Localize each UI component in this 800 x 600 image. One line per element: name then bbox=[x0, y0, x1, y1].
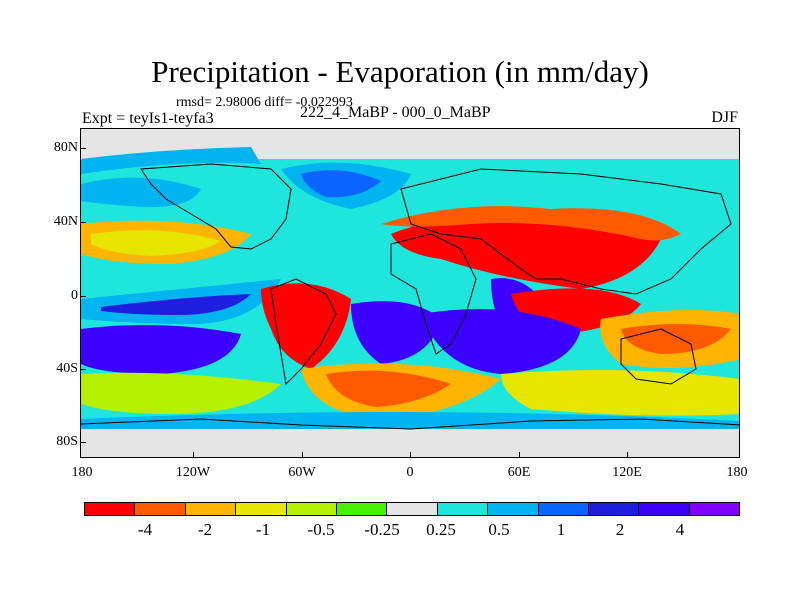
arctic-ocean-wet bbox=[81, 147, 261, 174]
south-indian-band bbox=[501, 370, 739, 416]
colorbar-swatch bbox=[135, 503, 186, 515]
plot-title: Precipitation - Evaporation (in mm/day) bbox=[151, 54, 649, 89]
colorbar-swatch bbox=[689, 503, 740, 515]
coastline-north-america bbox=[140, 163, 292, 250]
axis-tick-mark bbox=[193, 452, 194, 458]
colorbar-swatch bbox=[387, 503, 438, 515]
lat-tick-label: 80N bbox=[53, 140, 78, 155]
colorbar-tick-label: -2 bbox=[197, 520, 213, 539]
colorbar-tick-label: -1 bbox=[255, 520, 271, 539]
lon-tick-label: 120E bbox=[612, 465, 642, 480]
colorbar-swatch bbox=[639, 503, 690, 515]
colorbar bbox=[84, 502, 740, 516]
coastline-africa bbox=[390, 233, 477, 355]
colorbar-swatch bbox=[588, 503, 640, 515]
map-panel bbox=[80, 128, 740, 458]
axis-tick-mark bbox=[519, 452, 520, 458]
precipitation-evaporation-map bbox=[81, 129, 739, 457]
south-america-dry bbox=[261, 283, 351, 369]
lon-tick-label: 0 bbox=[406, 465, 414, 480]
axis-tick-mark bbox=[80, 442, 86, 443]
lon-tick-label: 120W bbox=[175, 465, 211, 480]
eurasia-dry-margin bbox=[381, 206, 681, 241]
itcz-east-pacific-core bbox=[101, 294, 251, 315]
colorbar-swatch bbox=[538, 503, 589, 515]
lon-tick-label: 60W bbox=[288, 465, 316, 480]
indian-ocean-wet bbox=[421, 309, 581, 374]
lat-tick-label: 0 bbox=[71, 288, 78, 303]
lon-tick-label: 180 bbox=[726, 465, 748, 480]
colorbar-swatch bbox=[85, 503, 136, 515]
period-label: 222_4_MaBP - 000_0_MaBP bbox=[300, 104, 491, 121]
lat-tick-label: 80S bbox=[56, 434, 78, 449]
colorbar-tick-label: 1 bbox=[556, 520, 566, 539]
axis-tick-mark bbox=[80, 296, 86, 297]
colorbar-tick-label: 0.5 bbox=[488, 520, 510, 539]
coastline-south-america bbox=[270, 278, 337, 386]
coastline-antarctica bbox=[81, 418, 739, 430]
south-atlantic-wet bbox=[351, 301, 441, 364]
colorbar-tick-label: 2 bbox=[615, 520, 625, 539]
colorbar-swatch bbox=[236, 503, 287, 515]
maritime-dry-core bbox=[621, 324, 731, 354]
coastline-australia bbox=[620, 328, 697, 385]
southern-dry-core bbox=[326, 370, 451, 407]
colorbar-swatch bbox=[336, 503, 388, 515]
axis-tick-mark bbox=[627, 452, 628, 458]
colorbar-swatch bbox=[185, 503, 237, 515]
axis-tick-mark bbox=[80, 369, 86, 370]
north-atlantic-storm bbox=[301, 170, 381, 198]
colorbar-tick-label: 0.25 bbox=[426, 520, 456, 539]
lon-tick-label: 60E bbox=[507, 465, 531, 480]
north-pacific-dry-core bbox=[91, 230, 221, 256]
colorbar-tick-label: -0.5 bbox=[307, 520, 335, 539]
colorbar-swatch bbox=[437, 503, 489, 515]
axis-tick-mark bbox=[80, 148, 86, 149]
axis-tick-mark bbox=[410, 452, 411, 458]
colorbar-tick-label: -0.25 bbox=[364, 520, 400, 539]
colorbar-swatch bbox=[286, 503, 337, 515]
lat-tick-label: 40N bbox=[53, 214, 78, 229]
experiment-label: Expt = teyIs1-teyfa3 bbox=[82, 110, 214, 127]
colorbar-tick-label: 4 bbox=[675, 520, 685, 539]
axis-tick-mark bbox=[80, 222, 86, 223]
lat-tick-label: 40S bbox=[56, 361, 78, 376]
axis-tick-mark bbox=[302, 452, 303, 458]
south-pacific-band bbox=[81, 372, 281, 414]
antarctic-margin bbox=[81, 411, 739, 429]
north-pacific-wet bbox=[81, 177, 201, 208]
season-label: DJF bbox=[711, 109, 738, 126]
south-pacific-wet bbox=[81, 325, 241, 374]
coastline-eurasia bbox=[400, 168, 732, 295]
lon-tick-label: 180 bbox=[71, 465, 93, 480]
statistics-label: rmsd= 2.98006 diff= -0.022993 bbox=[176, 95, 353, 110]
colorbar-swatch bbox=[488, 503, 539, 515]
colorbar-tick-label: -4 bbox=[137, 520, 153, 539]
